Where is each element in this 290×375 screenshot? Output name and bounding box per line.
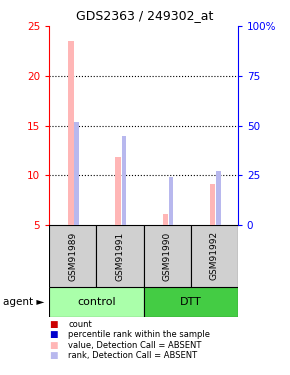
Bar bbox=[75, 122, 79, 225]
Text: agent ►: agent ► bbox=[3, 297, 44, 307]
Bar bbox=[210, 184, 215, 225]
Bar bbox=[216, 171, 221, 225]
Text: GSM91990: GSM91990 bbox=[163, 231, 172, 280]
Bar bbox=[163, 214, 168, 225]
Bar bbox=[49, 287, 144, 317]
Text: ■: ■ bbox=[49, 341, 58, 350]
Text: value, Detection Call = ABSENT: value, Detection Call = ABSENT bbox=[68, 341, 202, 350]
Bar bbox=[68, 41, 74, 225]
Text: percentile rank within the sample: percentile rank within the sample bbox=[68, 330, 210, 339]
Text: control: control bbox=[77, 297, 116, 307]
Text: GDS2363 / 249302_at: GDS2363 / 249302_at bbox=[76, 9, 214, 22]
Text: ■: ■ bbox=[49, 351, 58, 360]
Bar bbox=[115, 158, 121, 225]
Text: ■: ■ bbox=[49, 330, 58, 339]
Text: GSM91992: GSM91992 bbox=[210, 231, 219, 280]
Bar bbox=[49, 225, 96, 287]
Text: DTT: DTT bbox=[180, 297, 202, 307]
Text: GSM91989: GSM91989 bbox=[68, 231, 77, 280]
Text: ■: ■ bbox=[49, 320, 58, 329]
Bar bbox=[96, 225, 144, 287]
Text: count: count bbox=[68, 320, 92, 329]
Bar bbox=[144, 287, 238, 317]
Bar bbox=[169, 177, 173, 225]
Bar bbox=[144, 225, 191, 287]
Text: GSM91991: GSM91991 bbox=[115, 231, 124, 280]
Bar bbox=[191, 225, 238, 287]
Text: rank, Detection Call = ABSENT: rank, Detection Call = ABSENT bbox=[68, 351, 197, 360]
Bar bbox=[122, 136, 126, 225]
